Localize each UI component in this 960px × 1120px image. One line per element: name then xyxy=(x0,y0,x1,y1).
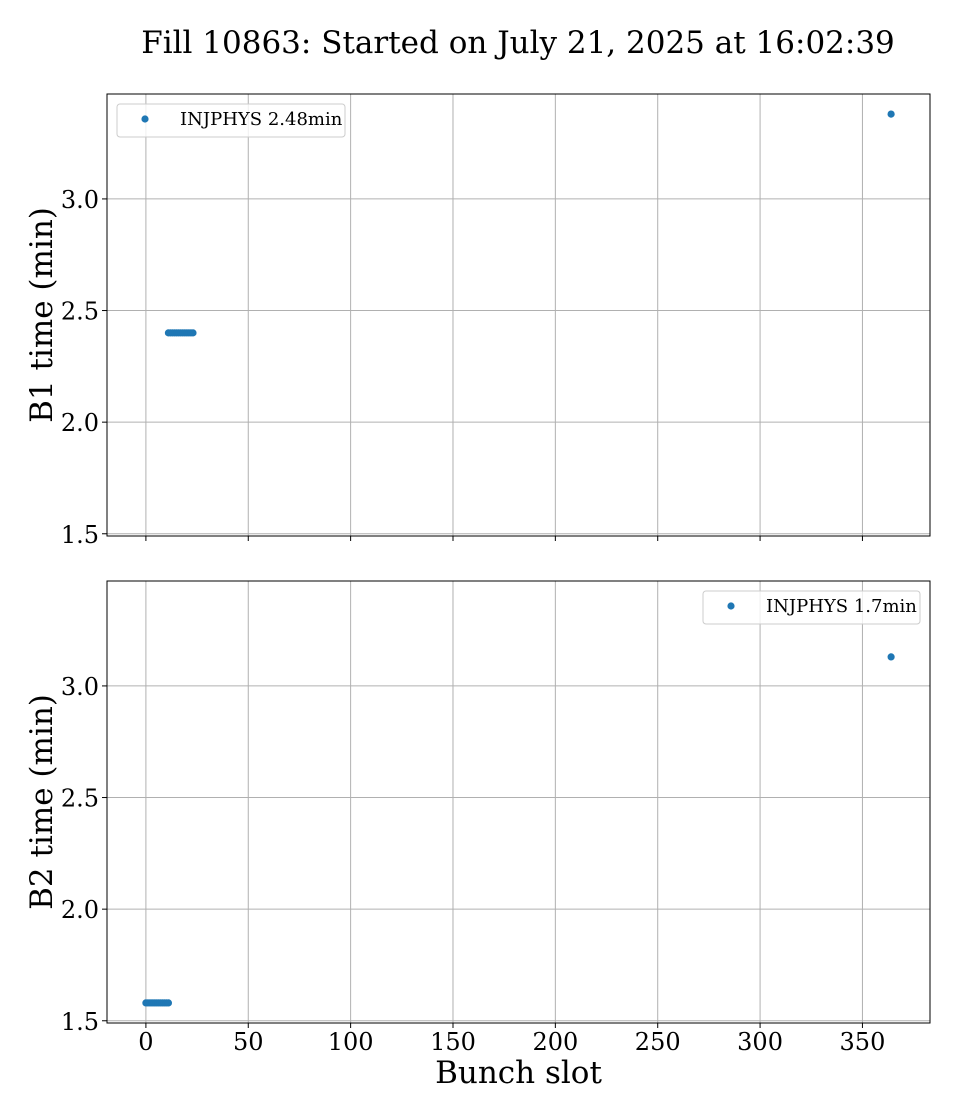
b2-data-point xyxy=(164,999,173,1007)
b2-legend-marker xyxy=(727,602,735,610)
b1-data-point xyxy=(887,110,895,118)
b2-x-tick-label: 100 xyxy=(328,1028,374,1056)
b2-y-axis-label: B2 time (min) xyxy=(24,694,60,910)
b2-legend-box xyxy=(702,590,921,625)
chart-title: Fill 10863: Started on July 21, 2025 at … xyxy=(141,25,895,61)
b2-x-tick-label: 0 xyxy=(138,1028,153,1056)
b1-data-point xyxy=(189,329,197,337)
b1-y-tick-label: 3.0 xyxy=(61,186,99,214)
b1-legend: INJPHYS 2.48min xyxy=(116,103,346,138)
b2-x-tick-label: 200 xyxy=(532,1028,578,1056)
b1-legend-label: INJPHYS 2.48min xyxy=(180,109,343,130)
b1-legend-box xyxy=(116,103,346,138)
b2-legend: INJPHYS 1.7min xyxy=(702,590,921,625)
b2-x-axis-label: Bunch slot xyxy=(435,1055,602,1091)
b1-legend-marker xyxy=(141,115,149,123)
b1-y-axis-label: B1 time (min) xyxy=(24,207,60,423)
b2-x-tick-label: 350 xyxy=(840,1028,886,1056)
b1-y-tick-label: 2.5 xyxy=(61,298,99,326)
b1-panel: 1.5 2.0 2.5 3.0B1 time (min) INJPHYS 2.48min xyxy=(24,93,931,549)
b2-axes-frame xyxy=(106,580,931,1024)
b2-y-tick-label: 3.0 xyxy=(61,673,99,701)
b2-panel: 1.5 2.0 2.5 3.0 0 50 100 150 200 250 300 350 B2 time… xyxy=(24,580,931,1091)
b2-legend-label: INJPHYS 1.7min xyxy=(766,596,917,617)
b2-x-tick-label: 250 xyxy=(635,1028,681,1056)
b1-axes-frame xyxy=(106,93,931,537)
b2-y-tick-label: 2.5 xyxy=(61,785,99,813)
b2-x-tick-label: 150 xyxy=(430,1028,476,1056)
b2-y-tick-label: 2.0 xyxy=(61,896,99,924)
b2-y-tick-label: 1.5 xyxy=(61,1008,99,1036)
b1-y-tick-label: 1.5 xyxy=(61,521,99,549)
b2-x-tick-label: 50 xyxy=(233,1028,264,1056)
b1-y-tick-label: 2.0 xyxy=(61,409,99,437)
b2-x-tick-label: 300 xyxy=(737,1028,783,1056)
b2-data-point xyxy=(887,653,895,661)
